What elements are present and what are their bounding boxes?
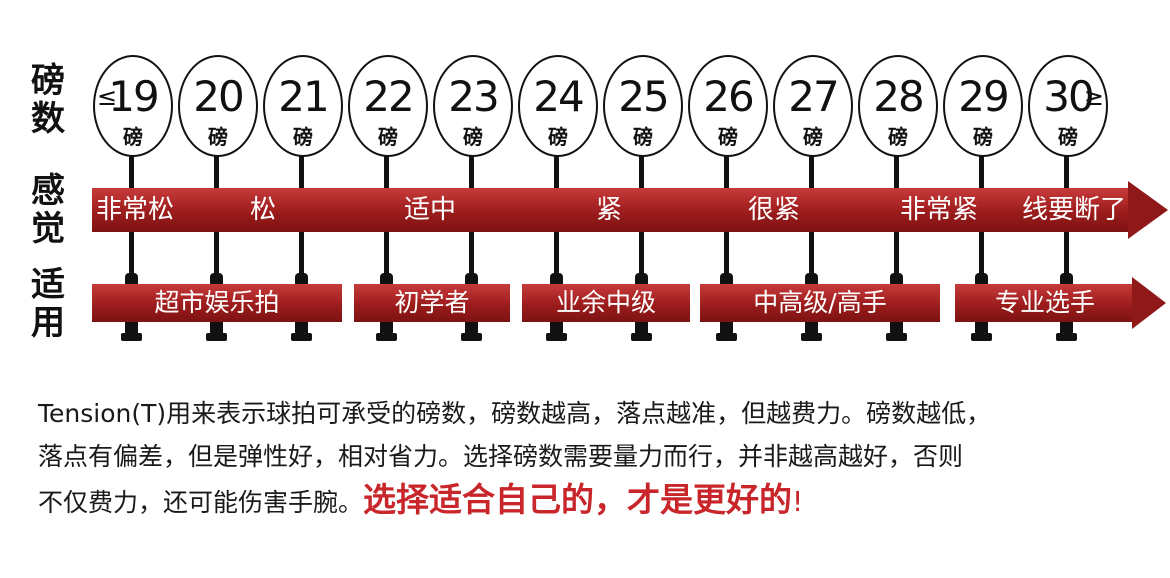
- description-line-end: 不仅费力，还可能伤害手腕。: [38, 488, 364, 517]
- tension-value: 26: [703, 72, 754, 121]
- feel-arrow-head: [1128, 181, 1168, 239]
- fit-segment: [955, 284, 1135, 322]
- bracket-left: ≤: [97, 83, 118, 111]
- fit-label: 专业选手: [994, 288, 1095, 317]
- fit-label: 超市娱乐拍: [154, 288, 280, 317]
- fit-segment: [522, 284, 690, 322]
- fit-arrow-head: [1132, 277, 1166, 329]
- tension-value: 23: [448, 72, 499, 121]
- tension-unit: 磅: [123, 125, 143, 149]
- tension-value: 27: [788, 72, 839, 121]
- tension-value: 19: [108, 72, 159, 121]
- description-line: Tension(T)用来表示球拍可承受的磅数，磅数越高，落点越准，但越费力。磅数…: [38, 399, 992, 428]
- feel-label: 很紧: [748, 195, 801, 225]
- tension-unit: 磅: [378, 125, 398, 149]
- feel-label: 非常松: [96, 195, 175, 225]
- racket-icon: 22 磅: [345, 55, 431, 345]
- tension-value: 20: [193, 72, 244, 121]
- tension-unit: 磅: [718, 125, 738, 149]
- tension-unit: 磅: [888, 125, 908, 149]
- tension-unit: 磅: [208, 125, 228, 149]
- description-line: 不仅费力，还可能伤害手腕。选择适合自己的，才是更好的!: [38, 478, 1148, 524]
- emphasis-slogan: 选择适合自己的，才是更好的: [363, 480, 793, 519]
- tension-unit: 磅: [633, 125, 653, 149]
- tension-unit: 磅: [293, 125, 313, 149]
- fit-label: 中高级/高手: [753, 288, 887, 317]
- feel-label: 非常紧: [900, 195, 979, 225]
- fit-label: 业余中级: [555, 288, 656, 317]
- description-line: 落点有偏差，但是弹性好，相对省力。选择磅数需要量力而行，并非越高越好，否则: [38, 442, 964, 471]
- row-label-feel: 感 觉: [31, 171, 65, 249]
- tension-value: 24: [533, 72, 584, 121]
- feel-label: 适中: [404, 195, 457, 225]
- fit-segment: [92, 284, 342, 322]
- tension-unit: 磅: [548, 125, 568, 149]
- feel-label: 线要断了: [1022, 195, 1127, 225]
- emphasis-exclaim: !: [792, 485, 804, 518]
- racket-icon: ≤ 19 磅: [90, 55, 176, 345]
- feel-label: 松: [250, 195, 277, 225]
- fit-segment: [700, 284, 940, 322]
- tension-unit: 磅: [1058, 125, 1078, 149]
- tension-diagram: 磅 数 感 觉 适 用 ≤ 19 磅 20 磅 21: [31, 55, 1168, 345]
- tension-unit: 磅: [973, 125, 993, 149]
- fit-label: 初学者: [394, 288, 470, 317]
- tension-unit: 磅: [463, 125, 483, 149]
- tension-value: 25: [618, 72, 669, 121]
- bracket-right: ≥: [1083, 83, 1104, 111]
- racket-icon: 27 磅: [770, 55, 856, 345]
- fit-segment: [354, 284, 510, 322]
- description-text: Tension(T)用来表示球拍可承受的磅数，磅数越高，落点越准，但越费力。磅数…: [38, 392, 1148, 524]
- tension-value: 30: [1043, 72, 1094, 121]
- tension-unit: 磅: [803, 125, 823, 149]
- tension-value: 29: [958, 72, 1009, 121]
- tension-value: 22: [363, 72, 414, 121]
- feel-arrow-band: [92, 188, 1132, 232]
- tension-value: 28: [873, 72, 924, 121]
- tension-value: 21: [278, 72, 329, 121]
- feel-label: 紧: [596, 195, 623, 225]
- row-label-tension: 磅 数: [31, 61, 65, 139]
- row-label-fit: 适 用: [31, 265, 65, 343]
